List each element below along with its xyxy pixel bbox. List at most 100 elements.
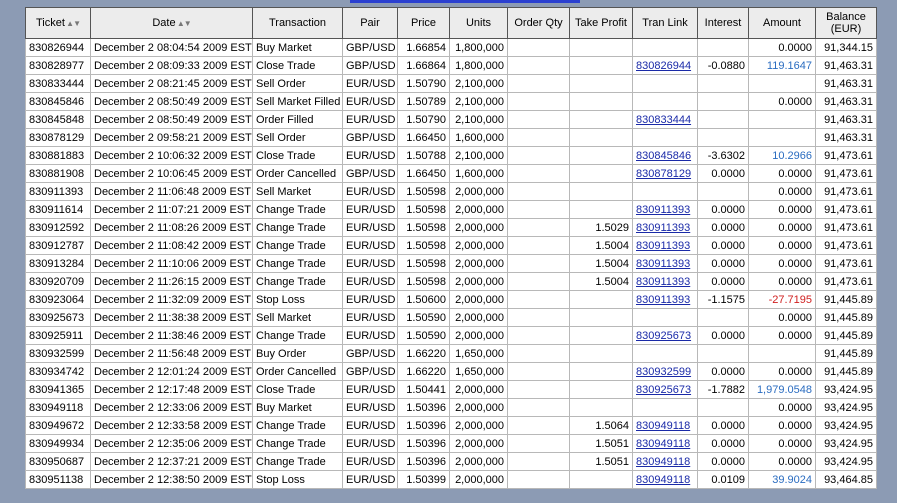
order-qty-cell [507,326,570,345]
ticket-cell: 830932599 [25,344,91,363]
transaction-cell: Order Cancelled [252,164,343,183]
interest: 0.0000 [711,203,745,216]
amount: 0.0000 [778,257,812,270]
tran-link[interactable]: 830949118 [636,437,691,450]
interest-cell: -1.7882 [697,380,749,399]
balance: 93,424.95 [824,455,873,468]
ticket: 830881883 [29,149,85,162]
ticket: 830881908 [29,167,85,180]
price: 1.66864 [406,59,446,72]
tran-link-cell [632,344,698,363]
balance-cell: 91,445.89 [815,290,877,309]
balance-cell: 93,424.95 [815,452,877,471]
tran-link[interactable]: 830911393 [636,257,691,270]
date: December 2 11:26:15 2009 EST [94,275,251,288]
interest: -0.0880 [707,59,745,72]
interest-cell: 0.0000 [697,362,749,381]
take-profit-cell [569,92,633,111]
column-header[interactable]: Ticket ▲▼ [25,7,91,39]
tran-link[interactable]: 830911393 [636,239,691,252]
header-text: Interest [704,17,742,29]
price-cell: 1.50600 [397,290,450,309]
ticket: 830949118 [29,401,84,414]
ticket-cell: 830941365 [25,380,91,399]
tran-link-cell: 830878129 [632,164,698,183]
pair-cell: EUR/USD [342,452,398,471]
sort-arrows[interactable]: ▲▼ [175,18,192,28]
units-cell: 2,100,000 [449,92,508,111]
amount: 0.0000 [778,275,812,288]
tran-link[interactable]: 830911393 [636,203,691,216]
ticket-cell: 830949118 [25,398,91,417]
take-profit-cell [569,326,633,345]
transaction-cell: Order Cancelled [252,362,343,381]
amount-cell: 0.0000 [748,236,816,255]
tran-link[interactable]: 830932599 [636,365,692,378]
tran-link[interactable]: 830925673 [636,329,692,342]
units: 1,650,000 [455,365,504,378]
units: 2,000,000 [455,473,504,486]
tran-link[interactable]: 830833444 [636,113,692,126]
tran-link[interactable]: 830949118 [636,455,691,468]
pair: EUR/USD [346,329,396,342]
price: 1.50790 [406,77,446,90]
balance: 91,445.89 [824,365,873,378]
tran-link[interactable]: 830911393 [636,221,691,234]
units: 2,000,000 [455,293,504,306]
interest: 0.0000 [711,239,745,252]
transaction-cell: Change Trade [252,200,343,219]
ticket: 830911614 [29,203,84,216]
pair: GBP/USD [346,131,396,144]
column-header[interactable]: Date ▲▼ [90,7,253,39]
ticket-cell: 830828977 [25,56,91,75]
date: December 2 08:50:49 2009 EST [94,95,252,108]
tran-link[interactable]: 830878129 [636,167,692,180]
pair-cell: EUR/USD [342,254,398,273]
tran-link-cell: 830949118 [632,452,698,471]
take-profit-cell: 1.5004 [569,236,633,255]
tran-link-cell: 830826944 [632,56,698,75]
tran-link[interactable]: 830949118 [636,419,691,432]
interest: 0.0000 [711,455,745,468]
tran-link[interactable]: 830925673 [636,383,692,396]
ticket: 830925911 [29,329,84,342]
units: 1,800,000 [455,59,504,72]
table-row: 830949672 December 2 12:33:58 2009 EST Cha… [25,416,877,435]
tran-link[interactable]: 830911393 [636,275,691,288]
sort-arrows[interactable]: ▲▼ [64,18,81,28]
interest-cell: 0.0000 [697,326,749,345]
transaction-cell: Close Trade [252,56,343,75]
ticket: 830911393 [29,185,84,198]
tran-link[interactable]: 830911393 [636,293,691,306]
header-text: Order Qty [514,17,563,29]
date-cell: December 2 10:06:45 2009 EST [90,164,253,183]
take-profit-cell [569,362,633,381]
balance-cell: 93,424.95 [815,416,877,435]
ticket-cell: 830950687 [25,452,91,471]
take-profit-cell [569,398,633,417]
interest-cell: 0.0000 [697,416,749,435]
tran-link[interactable]: 830845846 [636,149,692,162]
balance: 91,473.61 [824,221,873,234]
balance: 91,463.31 [824,59,873,72]
take-profit-cell [569,380,633,399]
units-cell: 2,000,000 [449,470,508,489]
date-cell: December 2 11:07:21 2009 EST [90,200,253,219]
date-cell: December 2 08:09:33 2009 EST [90,56,253,75]
ticket: 830949934 [29,437,85,450]
tran-link[interactable]: 830826944 [636,59,692,72]
interest-cell [697,74,749,93]
date-cell: December 2 12:33:58 2009 EST [90,416,253,435]
amount-cell: 0.0000 [748,218,816,237]
table-row: 830949934 December 2 12:35:06 2009 EST Cha… [25,434,877,453]
ticket-cell: 830951138 [25,470,91,489]
units-cell: 2,000,000 [449,290,508,309]
units-cell: 1,600,000 [449,128,508,147]
units: 2,000,000 [455,437,504,450]
scroll-link [350,0,580,3]
tran-link[interactable]: 830949118 [636,473,691,486]
units-cell: 2,100,000 [449,74,508,93]
table-row: 830923064 December 2 11:32:09 2009 EST Sto… [25,290,877,309]
units-cell: 2,000,000 [449,308,508,327]
price: 1.66220 [406,347,446,360]
